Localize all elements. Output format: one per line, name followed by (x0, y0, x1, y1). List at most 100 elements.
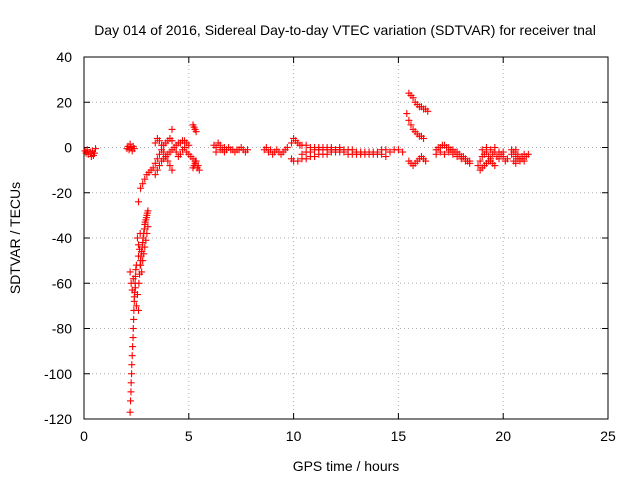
data-point (194, 162, 202, 170)
data-point (139, 180, 147, 188)
data-point (141, 175, 149, 183)
y-tick-label: 40 (56, 49, 72, 65)
data-point (133, 291, 141, 299)
data-point (212, 148, 220, 156)
data-point (151, 171, 159, 179)
data-point (449, 150, 457, 158)
data-point (283, 144, 291, 151)
data-point (166, 162, 174, 170)
data-point (140, 250, 148, 258)
data-point (315, 146, 323, 154)
data-point (378, 150, 386, 158)
y-axis-title: SDTVAR / TECUs (7, 182, 23, 294)
data-point (482, 144, 490, 151)
data-point (311, 153, 319, 161)
data-point (436, 148, 444, 156)
y-tick-labels: -120 -100 -80 -60 -40 -20 0 20 40 (44, 49, 72, 427)
data-point (153, 155, 161, 163)
data-point (143, 229, 151, 237)
data-point (407, 121, 415, 129)
data-point (130, 315, 138, 323)
data-point (466, 159, 474, 167)
data-point (136, 245, 144, 253)
data-point (185, 141, 193, 149)
data-point (127, 279, 135, 287)
data-point (131, 284, 139, 292)
data-point (432, 150, 440, 158)
data-point (512, 159, 520, 167)
data-point (192, 128, 200, 136)
data-point (128, 370, 136, 378)
data-point (134, 306, 142, 314)
data-point (127, 388, 135, 396)
data-point (135, 279, 143, 287)
y-tick-label: -120 (44, 411, 72, 427)
x-tick-label: 25 (600, 428, 616, 444)
data-point (306, 148, 314, 156)
axis-ticks (83, 56, 609, 420)
data-point (422, 157, 430, 165)
data-point (168, 166, 176, 174)
data-point (127, 397, 135, 405)
data-point (302, 155, 310, 163)
data-point (132, 302, 140, 310)
x-tick-label: 10 (286, 428, 302, 444)
data-point (478, 146, 486, 154)
data-point (162, 153, 170, 161)
data-point (288, 139, 296, 147)
data-point (138, 268, 146, 276)
data-point (155, 137, 163, 145)
data-point (294, 157, 302, 165)
data-point (133, 234, 141, 242)
data-point (476, 157, 484, 165)
data-point (134, 241, 142, 249)
data-point (92, 145, 100, 153)
data-point (243, 146, 251, 154)
y-tick-label: -40 (52, 230, 72, 246)
data-point (495, 155, 503, 163)
data-point (336, 144, 344, 151)
grid-lines (84, 57, 608, 419)
x-tick-label: 20 (495, 428, 511, 444)
data-point (220, 148, 228, 156)
data-point (503, 155, 511, 163)
data-point (144, 223, 152, 231)
y-tick-label: -20 (52, 185, 72, 201)
data-point (151, 159, 159, 167)
data-point (129, 334, 137, 342)
data-point (474, 162, 482, 170)
data-point (128, 361, 136, 369)
data-point (142, 236, 150, 244)
data-point (302, 141, 310, 149)
x-axis-title: GPS time / hours (293, 458, 400, 474)
x-tick-label: 0 (80, 428, 88, 444)
data-point (90, 149, 98, 157)
data-point (158, 141, 166, 149)
data-point (457, 155, 465, 163)
data-point (176, 150, 184, 158)
y-tick-label: -80 (52, 321, 72, 337)
data-point (129, 275, 137, 283)
data-point (409, 94, 417, 102)
data-point (126, 268, 134, 276)
data-point (134, 252, 142, 260)
data-point (524, 150, 532, 158)
data-point (172, 148, 180, 156)
data-point (461, 157, 469, 165)
data-point (491, 144, 499, 151)
data-point (267, 146, 275, 154)
data-point (137, 261, 145, 269)
data-point (420, 134, 428, 142)
data-point (128, 352, 136, 360)
y-tick-label: -100 (44, 366, 72, 382)
data-point (155, 150, 163, 158)
data-point (399, 148, 407, 156)
data-point (487, 146, 495, 154)
data-point (340, 148, 348, 156)
data-point (192, 157, 200, 165)
data-point (382, 153, 390, 161)
y-tick-label: -60 (52, 275, 72, 291)
y-tick-label: 20 (56, 94, 72, 110)
x-tick-label: 15 (391, 428, 407, 444)
